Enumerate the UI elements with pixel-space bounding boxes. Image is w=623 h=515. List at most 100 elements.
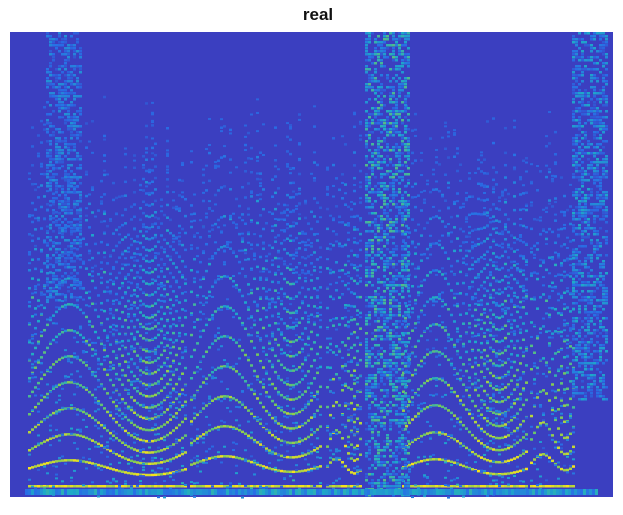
spectrogram-cell [106,262,109,265]
spectrogram-cell [495,244,498,247]
spectrogram-cell [365,194,368,197]
spectrogram-cell [304,406,307,408]
spectrogram-cell [235,287,238,289]
spectrogram-cell [313,269,316,272]
spectrogram-cell [468,268,471,271]
spectrogram-cell [136,241,139,243]
spectrogram-cell [190,244,193,246]
spectrogram-cell [295,295,298,298]
spectrogram-cell [530,368,533,371]
spectrogram-cell [486,172,489,175]
spectrogram-cell [465,263,468,265]
spectrogram-cell [507,444,510,446]
spectrogram-cell [286,163,289,165]
spectrogram-cell [462,230,465,232]
spectrogram-cell [196,460,199,462]
spectrogram-cell [97,421,100,424]
spectrogram-cell [569,398,572,401]
spectrogram-cell [441,267,444,269]
spectrogram-cell [316,277,319,280]
spectrogram-cell [438,270,441,273]
spectrogram-cell [106,173,109,175]
spectrogram-cell [274,436,277,439]
spectrogram-cell [465,312,468,315]
spectrogram-cell [492,186,495,188]
spectrogram-cell [28,287,31,290]
spectrogram-cell [97,209,100,212]
spectrogram-cell [43,287,46,289]
spectrogram-cell [112,364,115,366]
spectrogram-cell [67,381,70,384]
spectrogram-cell [435,161,438,164]
spectrogram-cell [160,449,163,452]
spectrogram-cell [46,485,49,488]
spectrogram-cell [501,194,504,197]
spectrogram-cell [495,171,498,174]
spectrogram-cell [148,323,151,325]
spectrogram-cell [70,303,73,306]
spectrogram-cell [193,326,196,329]
spectrogram-cell [160,285,163,287]
spectrogram-cell [166,338,169,340]
spectrogram-cell [530,182,533,184]
spectrogram-cell [37,422,40,424]
spectrogram-cell [40,378,43,381]
spectrogram-cell [353,397,356,399]
spectrogram-cell [292,413,295,416]
spectrogram-cell [462,282,465,285]
spectrogram-cell [223,485,226,488]
spectrogram-cell [489,259,492,262]
spectrogram-cell [319,445,322,448]
spectrogram-cell [97,337,100,340]
spectrogram-cell [103,290,106,293]
spectrogram-cell [525,192,528,195]
spectrogram-cell [411,396,414,399]
spectrogram-cell [265,391,268,394]
spectrogram-cell [563,195,566,198]
spectrogram-cell [495,340,498,343]
spectrogram-cell [88,458,91,460]
spectrogram-cell [310,416,313,419]
spectrogram-cell [37,237,40,240]
spectrogram-cell [501,364,504,367]
spectrogram-cell [319,386,322,389]
spectrogram-cell [569,184,572,186]
spectrogram-cell [420,435,423,438]
spectrogram-cell [335,240,338,242]
spectrogram-cell [429,458,432,461]
spectrogram-cell [241,403,244,406]
spectrogram-cell [160,294,163,297]
spectrogram-cell [465,485,468,488]
spectrogram-cell [465,218,468,220]
spectrogram-cell [468,304,471,307]
spectrogram-cell [411,243,414,245]
spectrogram-cell [286,328,289,330]
spectrogram-cell [31,293,34,295]
spectrogram-cell [435,156,438,158]
spectrogram-cell [313,266,316,268]
spectrogram-cell [301,408,304,410]
spectrogram-cell [519,234,522,236]
spectrogram-cell [513,319,516,322]
spectrogram-cell [569,310,572,313]
spectrogram-cell [175,397,178,400]
spectrogram-cell [480,438,483,440]
spectrogram-cell [533,362,536,364]
spectrogram-cell [429,243,432,245]
spectrogram-cell [551,407,554,409]
spectrogram-cell [289,240,292,243]
spectrogram-cell [274,236,277,238]
spectrogram-cell [298,217,301,220]
spectrogram-cell [265,316,268,319]
spectrogram-cell [480,183,483,185]
spectrogram-cell [250,113,253,115]
spectrogram-cell [498,474,501,476]
spectrogram-cell [344,405,347,408]
spectrogram-cell [214,339,217,342]
spectrogram-cell [91,234,94,237]
spectrogram-cell [533,257,536,259]
spectrogram-cell [453,367,456,369]
spectrogram-cell [100,363,103,366]
spectrogram-cell [43,419,46,421]
spectrogram-cell [34,361,37,363]
